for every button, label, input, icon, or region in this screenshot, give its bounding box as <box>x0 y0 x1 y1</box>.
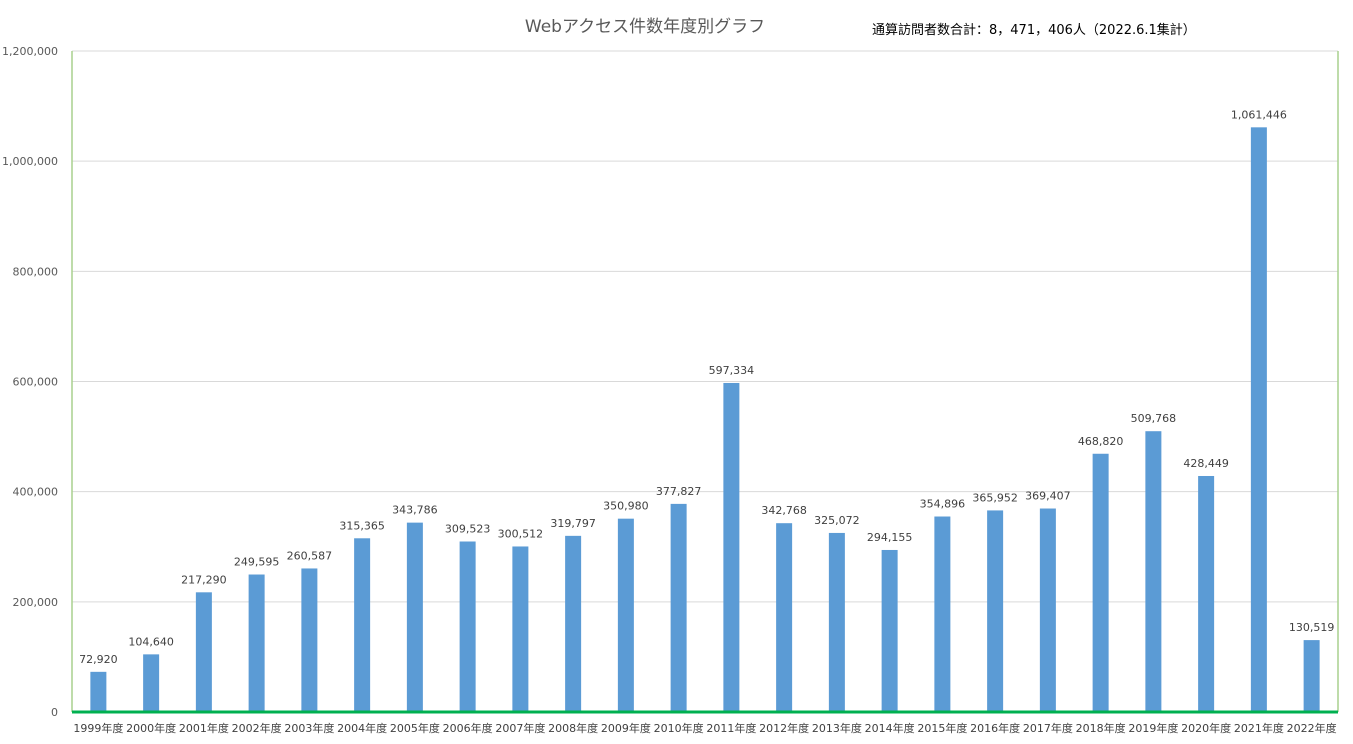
bar <box>1039 508 1056 712</box>
data-label: 217,290 <box>181 573 227 586</box>
x-category-label: 2013年度 <box>812 721 862 735</box>
data-label: 428,449 <box>1183 457 1229 470</box>
x-category-label: 2019年度 <box>1128 721 1178 735</box>
bar <box>565 535 582 712</box>
bar <box>354 538 371 712</box>
x-category-label: 2005年度 <box>390 721 440 735</box>
bar <box>1092 453 1109 712</box>
x-axis-categories: 1999年度 2000年度 2001年度 2002年度 2003年度 2004年度 2005… <box>73 721 1336 735</box>
bar <box>723 382 740 712</box>
x-category-label: 2011年度 <box>706 721 756 735</box>
data-label: 509,768 <box>1131 412 1177 425</box>
bar <box>617 518 634 712</box>
data-label: 315,365 <box>339 519 385 532</box>
bar <box>90 671 107 712</box>
x-category-label: 2020年度 <box>1181 721 1231 735</box>
total-visitors-note: 通算訪問者数合計：8，471，406人（2022.6.1集計） <box>872 23 1196 38</box>
x-category-label: 1999年度 <box>73 721 123 735</box>
x-category-label: 2015年度 <box>917 721 967 735</box>
x-category-label: 2007年度 <box>495 721 545 735</box>
bar <box>195 592 212 712</box>
axes <box>71 51 1339 714</box>
chart-title: Webアクセス件数年度別グラフ <box>524 17 766 37</box>
data-label: 468,820 <box>1078 435 1124 448</box>
bar <box>301 568 318 712</box>
bar <box>248 574 265 712</box>
y-axis-ticks: 0 200,000 400,000 600,000 800,000 1,000,000 1,… <box>2 45 58 719</box>
x-category-label: 2006年度 <box>443 721 493 735</box>
bar <box>1303 640 1320 712</box>
bar <box>934 516 951 712</box>
data-label: 260,587 <box>287 549 333 562</box>
data-label: 309,523 <box>445 523 491 536</box>
y-tick-label: 200,000 <box>13 596 59 609</box>
data-label: 354,896 <box>920 498 966 511</box>
bar <box>143 654 160 712</box>
y-tick-label: 1,200,000 <box>2 45 58 58</box>
x-category-label: 2016年度 <box>970 721 1020 735</box>
x-category-label: 2018年度 <box>1076 721 1126 735</box>
x-category-label: 2003年度 <box>284 721 334 735</box>
bar <box>1145 431 1162 712</box>
data-label: 249,595 <box>234 556 280 569</box>
bar <box>881 549 898 712</box>
x-category-label: 2017年度 <box>1023 721 1073 735</box>
bar <box>1198 475 1215 712</box>
data-label: 319,797 <box>550 517 596 530</box>
data-labels: 72,920 104,640 217,290 249,595 260,587 315,36… <box>79 108 1334 666</box>
bars <box>90 127 1320 712</box>
bar <box>828 532 845 712</box>
data-label: 377,827 <box>656 485 702 498</box>
data-label: 294,155 <box>867 531 913 544</box>
bar <box>1250 127 1267 712</box>
data-label: 365,952 <box>972 491 1018 504</box>
y-tick-label: 600,000 <box>13 376 59 389</box>
data-label: 72,920 <box>79 653 118 666</box>
data-label: 325,072 <box>814 514 860 527</box>
x-category-label: 2009年度 <box>601 721 651 735</box>
data-label: 130,519 <box>1289 621 1335 634</box>
y-tick-label: 0 <box>51 706 58 719</box>
data-label: 300,512 <box>498 527 544 540</box>
data-label: 342,768 <box>761 504 807 517</box>
x-category-label: 2001年度 <box>179 721 229 735</box>
x-category-label: 2021年度 <box>1234 721 1284 735</box>
x-category-label: 2014年度 <box>865 721 915 735</box>
y-tick-label: 1,000,000 <box>2 155 58 168</box>
x-category-label: 2002年度 <box>232 721 282 735</box>
x-category-label: 2008年度 <box>548 721 598 735</box>
x-category-label: 2004年度 <box>337 721 387 735</box>
x-category-label: 2012年度 <box>759 721 809 735</box>
bar <box>987 510 1004 712</box>
data-label: 369,407 <box>1025 490 1071 503</box>
y-tick-label: 800,000 <box>13 265 59 278</box>
bar <box>406 522 423 712</box>
data-label: 1,061,446 <box>1231 108 1287 121</box>
x-category-label: 2010年度 <box>654 721 704 735</box>
data-label: 597,334 <box>709 364 755 377</box>
y-tick-label: 400,000 <box>13 486 59 499</box>
bar <box>512 546 529 712</box>
data-label: 343,786 <box>392 504 438 517</box>
bar <box>776 523 793 712</box>
gridlines <box>72 50 1338 603</box>
x-category-label: 2022年度 <box>1287 721 1337 735</box>
bar <box>670 503 687 712</box>
x-category-label: 2000年度 <box>126 721 176 735</box>
data-label: 104,640 <box>128 635 174 648</box>
data-label: 350,980 <box>603 500 649 513</box>
bar <box>459 541 476 712</box>
